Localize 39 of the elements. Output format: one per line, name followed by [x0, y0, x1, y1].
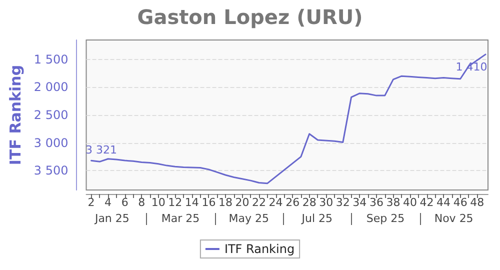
x-tick-label: 6 — [121, 196, 128, 209]
x-tick-label: 10 — [151, 196, 166, 209]
y-tick-label: 1 500 — [34, 52, 68, 66]
x-tick-label: 4 — [104, 196, 112, 209]
text: May 25 — [228, 212, 269, 225]
y-tick-label: 2 000 — [34, 80, 68, 94]
y-axis-title: ITF Ranking — [6, 64, 24, 166]
chart-title: Gaston Lopez (URU) — [137, 5, 363, 29]
text: Sep 25 — [366, 212, 405, 225]
x-tick-label: 28 — [302, 196, 316, 209]
x-tick-label: 2 — [88, 196, 95, 209]
y-tick-label: 2 500 — [34, 108, 68, 122]
x-tick-label: 16 — [202, 196, 216, 209]
x-tick-label: 42 — [420, 196, 434, 209]
x-tick-label: 44 — [436, 196, 451, 209]
text: Jul 25 — [300, 212, 333, 225]
x-tick-label: 8 — [138, 196, 146, 209]
line-series — [90, 54, 486, 184]
x-tick-label: 20 — [235, 196, 250, 209]
x-tick-label: 24 — [268, 196, 283, 209]
x-tick-label: 36 — [369, 196, 384, 209]
x-tick-label: 48 — [470, 196, 484, 209]
x-tick-label: 38 — [386, 196, 400, 209]
x-tick-label: 40 — [403, 196, 417, 209]
text: Mar 25 — [161, 212, 200, 225]
x-tick-label: 26 — [286, 196, 300, 209]
x-tick-label: 14 — [184, 196, 199, 209]
x-tick-label: 22 — [252, 196, 266, 209]
x-tick-label: 34 — [352, 196, 367, 209]
text: Nov 25 — [434, 212, 474, 225]
x-tick-label: 32 — [336, 196, 350, 209]
x-tick-label: 46 — [453, 196, 468, 209]
x-tick-label: 18 — [218, 196, 232, 209]
text: Jan 25 — [94, 212, 130, 225]
legend-label: ITF Ranking — [224, 242, 295, 256]
y-tick-label: 3 000 — [34, 136, 68, 150]
x-tick-label: 30 — [319, 196, 334, 209]
y-tick-label: 3 500 — [34, 164, 68, 178]
x-tick-label: 12 — [168, 196, 182, 209]
